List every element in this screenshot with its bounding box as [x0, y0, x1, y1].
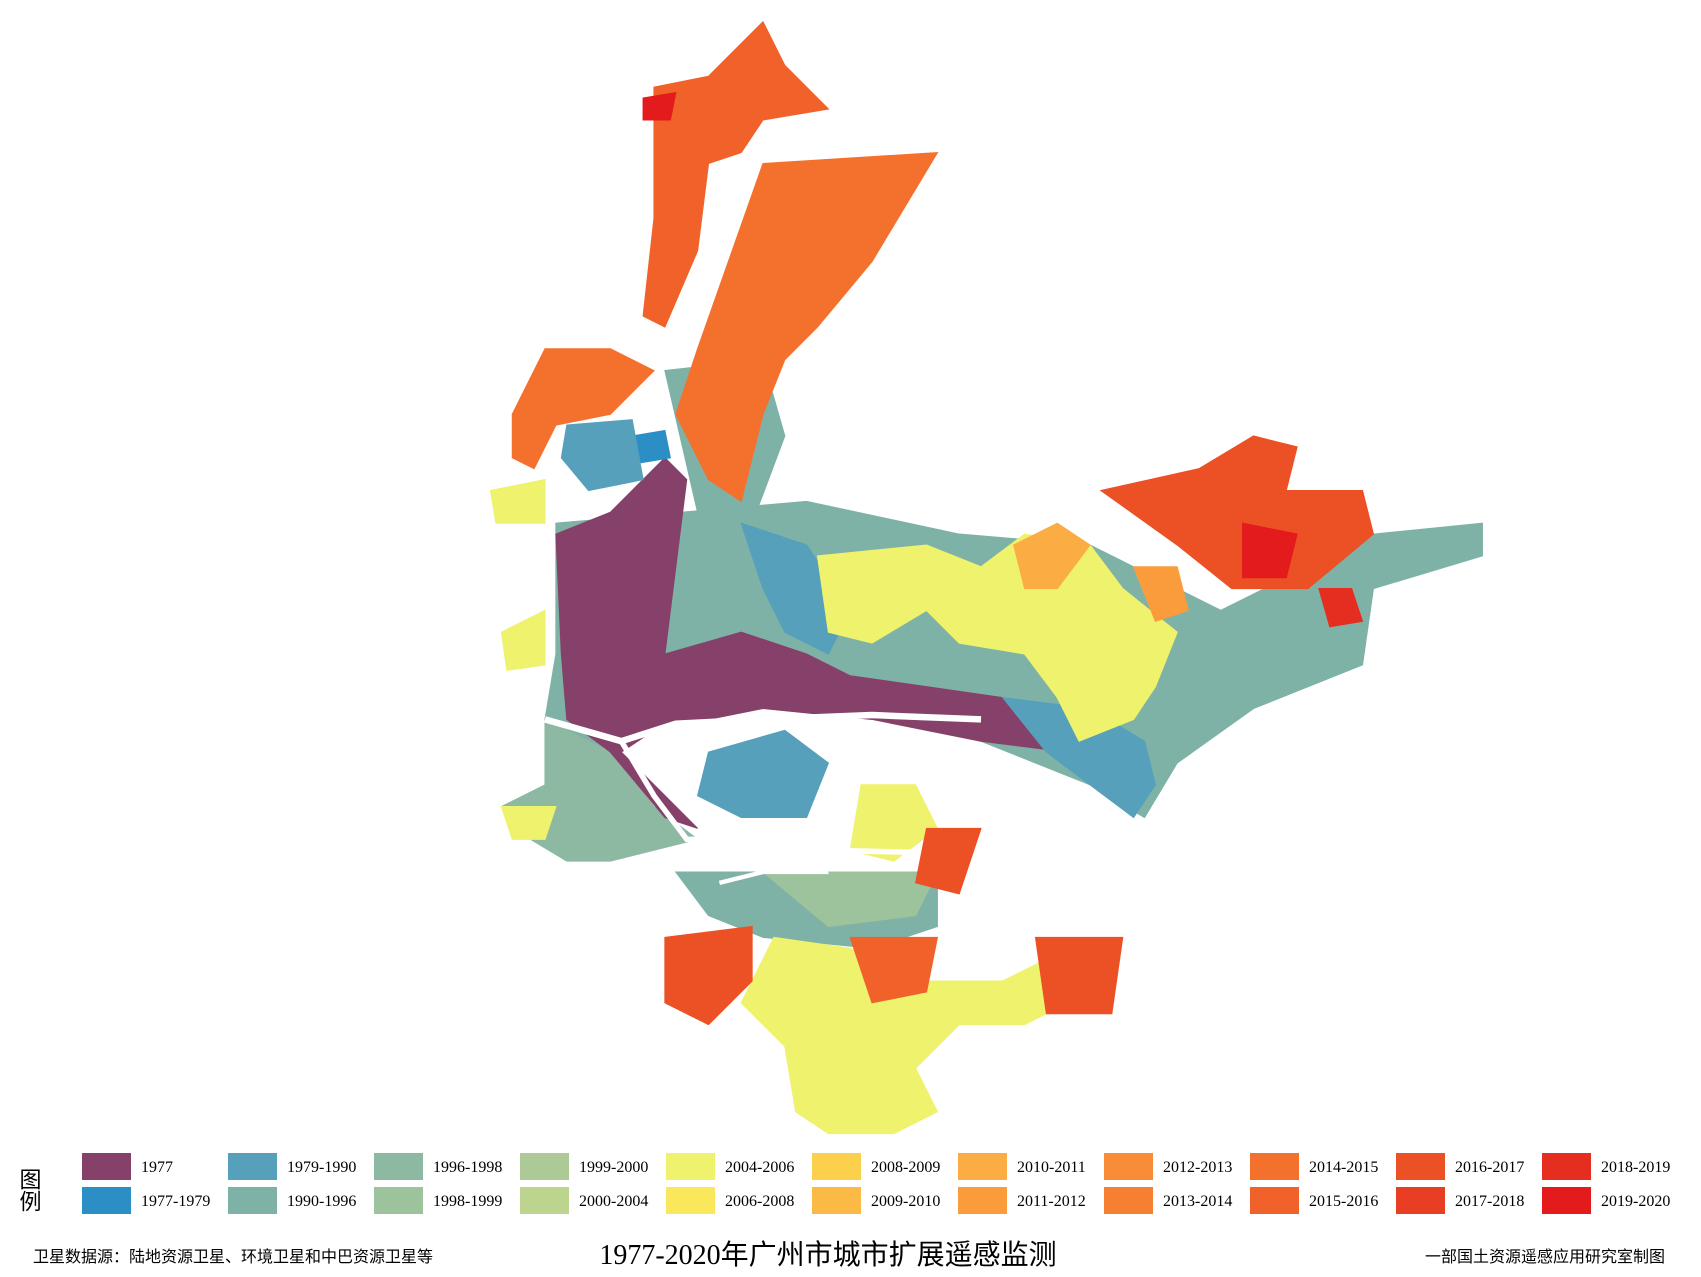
map-region: [1034, 936, 1124, 1015]
legend-swatch: [82, 1153, 131, 1180]
map-region: [761, 871, 939, 928]
legend-swatch: [1396, 1187, 1445, 1214]
legend-swatch: [1104, 1153, 1153, 1180]
legend-label: 2011-2012: [1017, 1193, 1086, 1210]
legend-label: 2004-2006: [725, 1159, 794, 1176]
legend-label: 1996-1998: [433, 1159, 502, 1176]
legend-label: 1990-1996: [287, 1193, 356, 1210]
legend-swatch: [374, 1153, 423, 1180]
legend-label: 1998-1999: [433, 1193, 502, 1210]
legend-swatch: [1542, 1187, 1591, 1214]
source-note: 卫星数据源：陆地资源卫星、环境卫星和中巴资源卫星等: [33, 1247, 433, 1266]
river: [718, 869, 829, 886]
legend-label: 2018-2019: [1601, 1159, 1670, 1176]
map-region: [675, 151, 939, 503]
legend-swatch: [1250, 1153, 1299, 1180]
legend: 1977 1977-1979 1979-1990 1990-1996 1996-1998…: [82, 1153, 1670, 1214]
legend-label: 2016-2017: [1455, 1159, 1524, 1176]
credit-note: 一部国土资源遥感应用研究室制图: [1425, 1247, 1665, 1266]
legend-swatch: [958, 1187, 1007, 1214]
map-region: [1132, 566, 1189, 622]
legend-swatch: [812, 1153, 861, 1180]
map-region: [642, 20, 830, 328]
map-region: [740, 522, 851, 655]
legend-swatch: [228, 1153, 277, 1180]
legend-label: 2000-2004: [579, 1193, 648, 1210]
legend-swatch: [1542, 1153, 1591, 1180]
legend-swatch: [520, 1153, 569, 1180]
river: [544, 711, 982, 745]
map-region: [500, 806, 557, 840]
map-region: [560, 419, 644, 492]
legend-swatch: [520, 1187, 569, 1214]
legend-heading: 图例: [16, 1168, 42, 1212]
legend-label: 2010-2011: [1017, 1159, 1086, 1176]
map-region: [696, 729, 830, 819]
map-region: [1242, 522, 1298, 579]
map-region: [500, 609, 546, 671]
legend-label: 2008-2009: [871, 1159, 940, 1176]
legend-label: 2014-2015: [1309, 1159, 1378, 1176]
map-region: [849, 784, 939, 862]
legend-swatch: [228, 1187, 277, 1214]
legend-label: 2015-2016: [1309, 1193, 1378, 1210]
map-region: [849, 936, 939, 1004]
legend-label: 2006-2008: [725, 1193, 794, 1210]
map-region: [1013, 522, 1091, 590]
legend-swatch: [666, 1153, 715, 1180]
legend-label: 2009-2010: [871, 1193, 940, 1210]
legend-swatch: [812, 1187, 861, 1214]
legend-swatch: [666, 1187, 715, 1214]
legend-label: 1999-2000: [579, 1159, 648, 1176]
map-region: [1318, 588, 1364, 628]
map-region: [816, 533, 1178, 742]
map-region: [664, 925, 753, 1026]
legend-label: 2017-2018: [1455, 1193, 1524, 1210]
map-region: [914, 827, 982, 895]
map-region: [500, 718, 699, 862]
legend-label: 2012-2013: [1163, 1159, 1232, 1176]
map-region: [1099, 435, 1375, 590]
map-region: [642, 91, 677, 121]
legend-swatch: [374, 1187, 423, 1214]
legend-label: 1977-1979: [141, 1193, 210, 1210]
map: [489, 20, 1483, 1135]
map-region: [555, 457, 1070, 829]
map-region: [740, 936, 1069, 1135]
map-title: 1977-2020年广州市城市扩展遥感监测: [599, 1239, 1056, 1271]
legend-swatch: [1250, 1187, 1299, 1214]
map-region: [511, 348, 655, 470]
legend-swatch: [82, 1187, 131, 1214]
legend-label: 2019-2020: [1601, 1193, 1670, 1210]
legend-swatch: [1104, 1187, 1153, 1214]
river: [618, 739, 916, 856]
legend-label: 1977: [141, 1159, 173, 1176]
legend-label: 1979-1990: [287, 1159, 356, 1176]
legend-label: 2013-2014: [1163, 1193, 1232, 1210]
legend-swatch: [1396, 1153, 1445, 1180]
legend-swatch: [958, 1153, 1007, 1180]
map-region: [489, 478, 546, 524]
